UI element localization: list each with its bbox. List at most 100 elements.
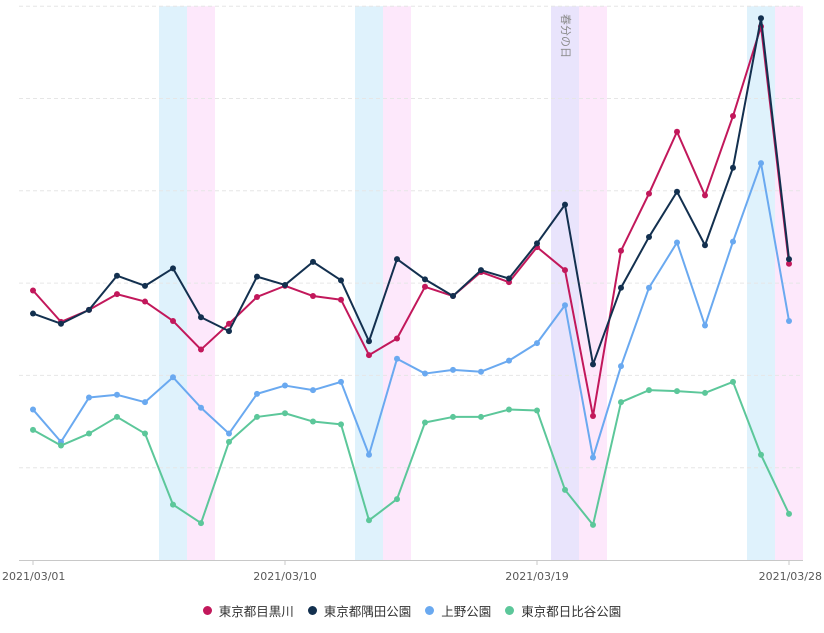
data-point[interactable] bbox=[506, 406, 512, 413]
data-point[interactable] bbox=[254, 293, 260, 300]
data-point[interactable] bbox=[618, 247, 624, 254]
data-point[interactable] bbox=[478, 413, 484, 420]
data-point[interactable] bbox=[310, 387, 316, 394]
data-point[interactable] bbox=[58, 442, 64, 449]
data-point[interactable] bbox=[758, 15, 764, 22]
data-point[interactable] bbox=[590, 413, 596, 420]
data-point[interactable] bbox=[478, 267, 484, 274]
data-point[interactable] bbox=[394, 256, 400, 263]
data-point[interactable] bbox=[282, 410, 288, 417]
data-point[interactable] bbox=[786, 317, 792, 324]
data-point[interactable] bbox=[114, 391, 120, 398]
data-point[interactable] bbox=[254, 273, 260, 280]
data-point[interactable] bbox=[394, 355, 400, 362]
data-point[interactable] bbox=[254, 413, 260, 420]
data-point[interactable] bbox=[590, 361, 596, 368]
data-point[interactable] bbox=[422, 283, 428, 290]
data-point[interactable] bbox=[618, 363, 624, 370]
data-point[interactable] bbox=[562, 486, 568, 493]
data-point[interactable] bbox=[366, 517, 372, 524]
data-point[interactable] bbox=[170, 265, 176, 272]
data-point[interactable] bbox=[170, 317, 176, 324]
data-point[interactable] bbox=[338, 378, 344, 385]
data-point[interactable] bbox=[142, 298, 148, 305]
data-point[interactable] bbox=[114, 291, 120, 298]
data-point[interactable] bbox=[142, 399, 148, 406]
data-point[interactable] bbox=[114, 272, 120, 279]
data-point[interactable] bbox=[142, 282, 148, 289]
data-point[interactable] bbox=[170, 501, 176, 508]
data-point[interactable] bbox=[394, 335, 400, 342]
data-point[interactable] bbox=[534, 240, 540, 247]
data-point[interactable] bbox=[30, 406, 36, 413]
data-point[interactable] bbox=[730, 113, 736, 120]
data-point[interactable] bbox=[702, 322, 708, 329]
data-point[interactable] bbox=[58, 320, 64, 327]
data-point[interactable] bbox=[702, 389, 708, 396]
data-point[interactable] bbox=[30, 287, 36, 294]
data-point[interactable] bbox=[282, 382, 288, 389]
data-point[interactable] bbox=[198, 404, 204, 411]
data-point[interactable] bbox=[198, 520, 204, 527]
data-point[interactable] bbox=[30, 310, 36, 317]
data-point[interactable] bbox=[758, 160, 764, 167]
data-point[interactable] bbox=[730, 164, 736, 171]
data-point[interactable] bbox=[310, 293, 316, 300]
legend-item-meguro[interactable]: 東京都目黒川 bbox=[202, 601, 294, 620]
data-point[interactable] bbox=[646, 233, 652, 240]
data-point[interactable] bbox=[562, 267, 568, 274]
data-point[interactable] bbox=[394, 496, 400, 503]
data-point[interactable] bbox=[562, 302, 568, 309]
data-point[interactable] bbox=[758, 451, 764, 458]
data-point[interactable] bbox=[282, 281, 288, 288]
data-point[interactable] bbox=[506, 357, 512, 364]
data-point[interactable] bbox=[254, 390, 260, 397]
data-point[interactable] bbox=[450, 413, 456, 420]
data-point[interactable] bbox=[310, 258, 316, 265]
data-point[interactable] bbox=[198, 346, 204, 353]
data-point[interactable] bbox=[114, 413, 120, 420]
data-point[interactable] bbox=[506, 275, 512, 282]
data-point[interactable] bbox=[730, 378, 736, 385]
data-point[interactable] bbox=[478, 368, 484, 375]
data-point[interactable] bbox=[730, 238, 736, 245]
data-point[interactable] bbox=[450, 366, 456, 373]
legend-item-hibiya[interactable]: 東京都日比谷公園 bbox=[505, 601, 621, 620]
data-point[interactable] bbox=[422, 370, 428, 377]
data-point[interactable] bbox=[366, 352, 372, 359]
data-point[interactable] bbox=[618, 399, 624, 406]
data-point[interactable] bbox=[646, 387, 652, 394]
data-point[interactable] bbox=[702, 242, 708, 249]
data-point[interactable] bbox=[142, 430, 148, 437]
data-point[interactable] bbox=[674, 188, 680, 195]
data-point[interactable] bbox=[534, 340, 540, 347]
data-point[interactable] bbox=[226, 328, 232, 335]
data-point[interactable] bbox=[338, 421, 344, 428]
data-point[interactable] bbox=[366, 451, 372, 458]
data-point[interactable] bbox=[86, 306, 92, 313]
data-point[interactable] bbox=[674, 388, 680, 395]
data-point[interactable] bbox=[646, 190, 652, 197]
data-point[interactable] bbox=[786, 256, 792, 263]
data-point[interactable] bbox=[702, 192, 708, 199]
data-point[interactable] bbox=[618, 284, 624, 291]
data-point[interactable] bbox=[590, 521, 596, 528]
data-point[interactable] bbox=[226, 430, 232, 437]
legend-item-sumida[interactable]: 東京都隅田公園 bbox=[307, 601, 411, 620]
data-point[interactable] bbox=[226, 438, 232, 445]
data-point[interactable] bbox=[310, 418, 316, 425]
data-point[interactable] bbox=[562, 201, 568, 208]
data-point[interactable] bbox=[422, 419, 428, 426]
data-point[interactable] bbox=[338, 296, 344, 303]
legend-item-ueno[interactable]: 上野公園 bbox=[425, 601, 491, 620]
data-point[interactable] bbox=[450, 293, 456, 300]
data-point[interactable] bbox=[674, 239, 680, 246]
data-point[interactable] bbox=[86, 430, 92, 437]
data-point[interactable] bbox=[198, 314, 204, 321]
data-point[interactable] bbox=[30, 426, 36, 433]
data-point[interactable] bbox=[226, 320, 232, 327]
data-point[interactable] bbox=[674, 128, 680, 135]
data-point[interactable] bbox=[786, 510, 792, 517]
data-point[interactable] bbox=[534, 407, 540, 414]
data-point[interactable] bbox=[170, 374, 176, 381]
